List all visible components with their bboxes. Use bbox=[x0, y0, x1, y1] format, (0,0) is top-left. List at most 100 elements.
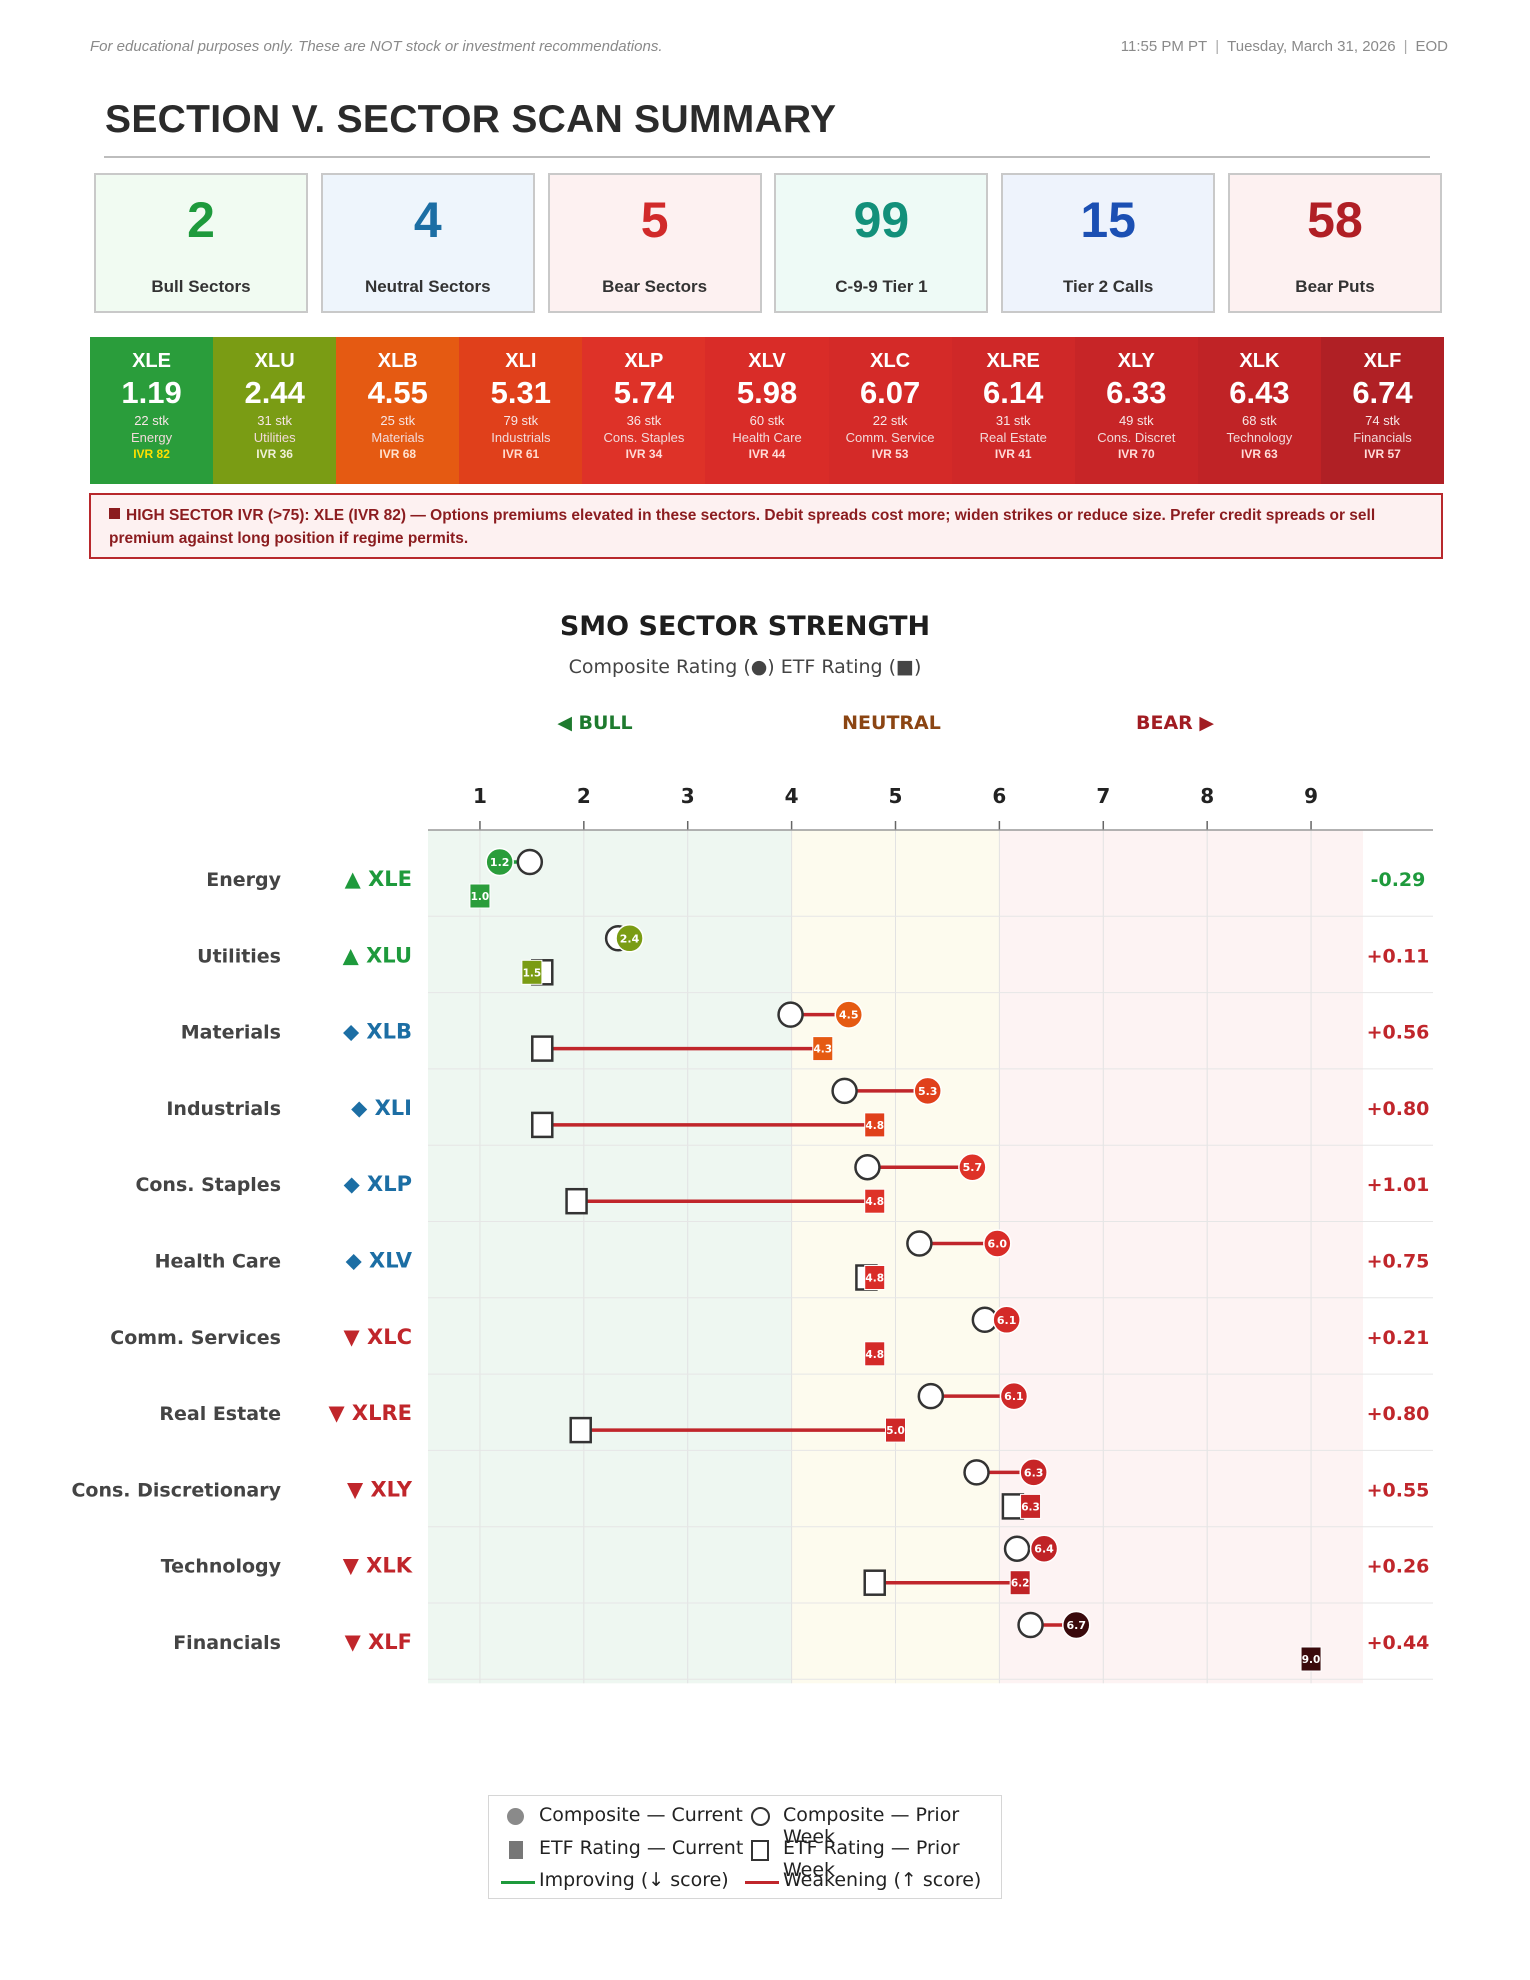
legend-label: ETF Rating — Current bbox=[539, 1837, 744, 1859]
section-title: SECTION V. SECTOR SCAN SUMMARY bbox=[105, 98, 837, 141]
legend-symbol-dot bbox=[507, 1808, 524, 1825]
sector-score: 1.19 bbox=[121, 375, 182, 410]
sector-cell-xlf: XLF 6.74 74 stk Financials IVR 57 bbox=[1320, 337, 1445, 484]
sector-ivr: IVR 53 bbox=[871, 447, 909, 461]
etf-prior-marker bbox=[531, 1111, 554, 1139]
legend-label: Improving (↓ score) bbox=[539, 1869, 729, 1891]
sector-heatmap: XLE 1.19 22 stk Energy IVR 82 XLU 2.44 31 stk Ut… bbox=[90, 337, 1445, 484]
x-tick-label: 8 bbox=[1200, 784, 1214, 808]
etf-value-label: 6.2 bbox=[1011, 1578, 1030, 1590]
sector-stock-count: 31 stk bbox=[995, 413, 1031, 428]
x-tick-label: 4 bbox=[785, 784, 799, 808]
sector-stock-count: 25 stk bbox=[380, 413, 416, 428]
sector-score: 2.44 bbox=[244, 375, 305, 410]
zone-label: BEAR ▶ bbox=[1136, 712, 1214, 734]
sector-row-label: Industrials bbox=[166, 1098, 281, 1120]
etf-value-label: 9.0 bbox=[1302, 1654, 1321, 1666]
composite-prior-marker bbox=[906, 1230, 933, 1257]
composite-prior-marker bbox=[1003, 1535, 1031, 1562]
sector-cell-xlu: XLU 2.44 31 stk Utilities IVR 36 bbox=[213, 337, 337, 484]
x-tick-label: 7 bbox=[1096, 784, 1110, 808]
composite-current-marker bbox=[958, 1152, 987, 1182]
composite-value-label: 6.4 bbox=[1034, 1543, 1054, 1556]
sector-row-ticker: ◆ XLP bbox=[344, 1172, 412, 1196]
sector-row-ticker: ▼ XLF bbox=[345, 1630, 412, 1654]
composite-current-marker bbox=[913, 1076, 942, 1106]
legend-symbol-green-line bbox=[501, 1881, 535, 1884]
stat-label: Bear Sectors bbox=[602, 277, 708, 296]
sector-row-ticker: ▼ XLK bbox=[343, 1554, 413, 1578]
etf-current-marker bbox=[885, 1417, 906, 1443]
sector-cell-xlb: XLB 4.55 25 stk Materials IVR 68 bbox=[336, 337, 460, 484]
sector-row-ticker: ▼ XLC bbox=[344, 1325, 412, 1349]
sector-row-label: Financials bbox=[173, 1632, 281, 1654]
x-tick-label: 9 bbox=[1304, 784, 1318, 808]
etf-current-marker bbox=[1300, 1646, 1322, 1672]
x-tick-label: 6 bbox=[992, 784, 1006, 808]
composite-prior-marker bbox=[777, 1001, 804, 1028]
etf-prior-marker bbox=[863, 1569, 886, 1596]
stat-value: 15 bbox=[1080, 192, 1136, 248]
sector-row-ticker: ◆ XLI bbox=[351, 1096, 412, 1120]
stat-value: 2 bbox=[187, 192, 215, 248]
weekly-change: +0.80 bbox=[1367, 1098, 1430, 1120]
stat-card: 15 Tier 2 Calls bbox=[1001, 173, 1216, 313]
etf-value-label: 5.0 bbox=[886, 1425, 905, 1437]
sector-ivr: IVR 70 bbox=[1117, 447, 1155, 461]
sector-ticker: XLB bbox=[377, 350, 418, 372]
weekly-change: -0.29 bbox=[1371, 869, 1426, 891]
sector-cell-xly: XLY 6.33 49 stk Cons. Discret IVR 70 bbox=[1074, 337, 1198, 484]
stat-label: Neutral Sectors bbox=[364, 277, 491, 296]
etf-current-marker bbox=[864, 1188, 886, 1214]
weekly-change: +1.01 bbox=[1367, 1174, 1430, 1196]
etf-current-marker bbox=[864, 1341, 886, 1367]
etf-current-marker bbox=[864, 1112, 886, 1138]
sector-stock-count: 68 stk bbox=[1242, 413, 1277, 428]
etf-prior-marker bbox=[1001, 1493, 1025, 1520]
zone-label: NEUTRAL bbox=[842, 712, 941, 734]
composite-current-marker bbox=[983, 1229, 1012, 1258]
zone-label: ◀ BULL bbox=[557, 712, 632, 734]
etf-current-marker bbox=[864, 1265, 886, 1290]
etf-value-label: 1.5 bbox=[523, 967, 542, 979]
sector-cell-xlk: XLK 6.43 68 stk Technology IVR 63 bbox=[1197, 337, 1321, 484]
sector-ticker: XLC bbox=[870, 350, 911, 372]
chart-title: SMO SECTOR STRENGTH bbox=[559, 611, 931, 642]
weekly-change: +0.26 bbox=[1367, 1556, 1430, 1578]
sector-name: Cons. Staples bbox=[603, 430, 685, 445]
x-tick-label: 5 bbox=[889, 784, 903, 808]
sector-name: Energy bbox=[130, 430, 173, 445]
sector-stock-count: 31 stk bbox=[257, 413, 292, 428]
stat-card: 5 Bear Sectors bbox=[547, 173, 762, 313]
sector-score: 6.74 bbox=[1352, 375, 1413, 410]
composite-value-label: 6.1 bbox=[997, 1314, 1017, 1327]
etf-prior-marker bbox=[531, 1035, 554, 1062]
sector-ticker: XLI bbox=[505, 350, 537, 372]
x-tick-label: 1 bbox=[473, 784, 487, 808]
etf-current-marker bbox=[812, 1036, 834, 1062]
sector-ticker: XLRE bbox=[986, 350, 1040, 372]
composite-value-label: 6.3 bbox=[1024, 1466, 1044, 1479]
stat-value: 4 bbox=[413, 192, 442, 248]
sector-ivr: IVR 34 bbox=[625, 447, 663, 461]
etf-value-label: 4.8 bbox=[865, 1349, 884, 1361]
composite-value-label: 6.7 bbox=[1067, 1619, 1087, 1632]
stat-label: Tier 2 Calls bbox=[1062, 277, 1154, 296]
sector-row-ticker: ▼ XLRE bbox=[328, 1401, 412, 1425]
stat-card: 4 Neutral Sectors bbox=[320, 173, 535, 313]
composite-prior-marker bbox=[854, 1153, 881, 1181]
etf-value-label: 4.8 bbox=[865, 1273, 884, 1285]
stat-value: 99 bbox=[853, 192, 910, 248]
etf-value-label: 4.8 bbox=[865, 1196, 884, 1208]
stat-card: 2 Bull Sectors bbox=[94, 173, 308, 313]
sector-ivr: IVR 36 bbox=[256, 447, 293, 461]
composite-value-label: 6.0 bbox=[988, 1238, 1008, 1251]
legend-label: Composite — Prior Week bbox=[783, 1804, 960, 1848]
report-mode: EOD bbox=[1415, 38, 1448, 55]
composite-current-marker bbox=[992, 1305, 1021, 1335]
sector-cell-xlp: XLP 5.74 36 stk Cons. Staples IVR 34 bbox=[582, 337, 706, 484]
sector-score: 5.98 bbox=[736, 375, 798, 410]
zone-band bbox=[428, 830, 792, 1684]
x-tick-label: 3 bbox=[681, 784, 695, 808]
weekly-change: +0.56 bbox=[1367, 1022, 1430, 1044]
